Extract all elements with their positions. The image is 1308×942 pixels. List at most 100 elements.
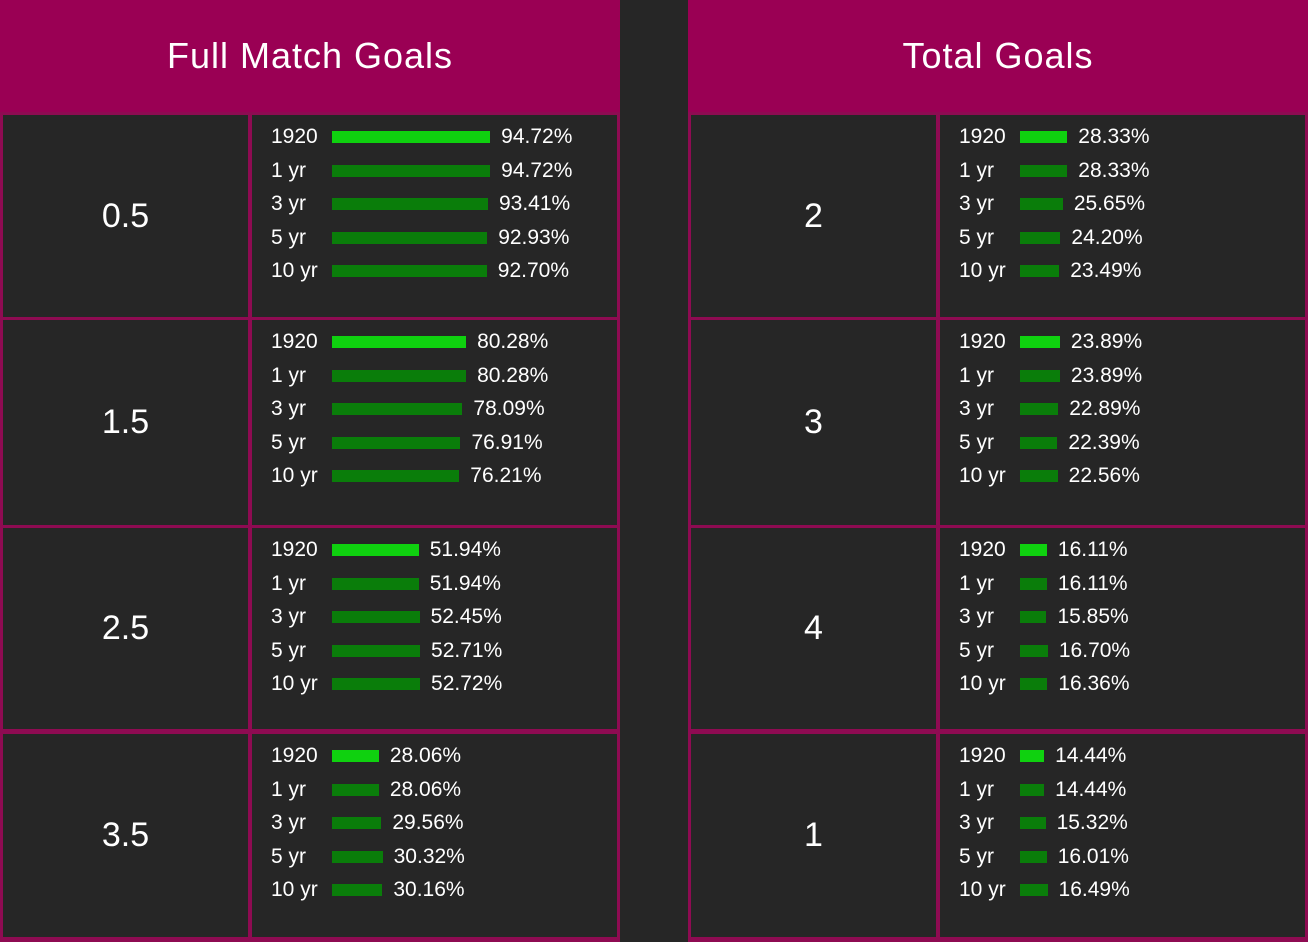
period-label: 5 yr — [959, 639, 995, 662]
percentage-bar — [1020, 265, 1060, 277]
stat-line: 1 yr 94.72% — [271, 159, 611, 183]
stat-line: 1920 80.28% — [271, 330, 611, 354]
percentage-bar — [1020, 544, 1047, 556]
percentage-value: 23.89% — [1070, 364, 1143, 387]
stat-line: 3 yr 29.56% — [271, 811, 611, 835]
period-label: 10 yr — [959, 878, 1006, 901]
period-label: 5 yr — [271, 639, 307, 662]
percentage-bar — [332, 470, 460, 482]
period-label: 1 yr — [959, 572, 995, 595]
period-label: 3 yr — [271, 192, 307, 215]
percentage-value: 14.44% — [1055, 778, 1127, 801]
percentage-value: 23.49% — [1070, 259, 1142, 282]
stat-line: 10 yr 23.49% — [959, 259, 1299, 283]
goal-line-label: 3.5 — [3, 734, 248, 937]
goal-row: 3.5 1920 28.06% 1 yr 28.06% 3 yr 29.56% 5 yr 30.… — [3, 734, 617, 937]
percentage-bar — [332, 232, 488, 244]
stats-cell: 1920 16.11% 1 yr 16.11% 3 yr 15.85% 5 yr 16.70%… — [940, 528, 1305, 729]
percentage-bar — [332, 165, 491, 177]
stat-line: 1 yr 14.44% — [959, 778, 1299, 802]
percentage-value: 30.32% — [393, 845, 465, 868]
period-label: 10 yr — [271, 259, 318, 282]
percentage-bar — [1020, 437, 1058, 449]
percentage-value: 16.01% — [1057, 845, 1129, 868]
stat-line: 3 yr 15.85% — [959, 605, 1299, 629]
percentage-value: 16.36% — [1058, 672, 1130, 695]
percentage-bar — [332, 645, 421, 657]
stat-line: 3 yr 15.32% — [959, 811, 1299, 835]
percentage-bar — [1020, 232, 1061, 244]
percentage-value: 52.72% — [431, 672, 503, 695]
percentage-value: 24.20% — [1071, 226, 1143, 249]
goal-row: 0.5 1920 94.72% 1 yr 94.72% 3 yr 93.41% 5 yr 92.… — [3, 115, 617, 317]
stat-line: 5 yr 24.20% — [959, 226, 1299, 250]
stats-cell: 1920 51.94% 1 yr 51.94% 3 yr 52.45% 5 yr 52.71%… — [252, 528, 617, 729]
stat-line: 1920 28.06% — [271, 744, 611, 768]
percentage-bar — [332, 403, 463, 415]
percentage-value: 52.71% — [431, 639, 503, 662]
goal-row: 2.5 1920 51.94% 1 yr 51.94% 3 yr 52.45% 5 yr 52.… — [3, 528, 617, 729]
percentage-value: 94.72% — [501, 159, 573, 182]
full-match-goals-panel: Full Match Goals 0.5 1920 94.72% 1 yr 94.72%… — [0, 0, 620, 942]
stat-line: 10 yr 76.21% — [271, 464, 611, 488]
percentage-value: 80.28% — [477, 364, 549, 387]
stat-line: 1920 28.33% — [959, 125, 1299, 149]
percentage-bar — [332, 851, 383, 863]
percentage-bar — [1020, 784, 1045, 796]
panel-title: Total Goals — [688, 0, 1308, 112]
goal-line-label: 4 — [691, 528, 936, 729]
stat-line: 10 yr 52.72% — [271, 672, 611, 696]
percentage-value: 25.65% — [1073, 192, 1146, 215]
percentage-value: 51.94% — [429, 538, 501, 561]
period-label: 1920 — [271, 744, 318, 767]
percentage-value: 94.72% — [501, 125, 573, 148]
total-goals-panel: Total Goals 2 1920 28.33% 1 yr 28.33% 3 yr 25.… — [688, 0, 1308, 942]
percentage-bar — [1020, 817, 1046, 829]
stat-line: 1920 14.44% — [959, 744, 1299, 768]
percentage-bar — [332, 370, 467, 382]
stat-line: 1 yr 28.33% — [959, 159, 1299, 183]
stat-line: 3 yr 78.09% — [271, 397, 611, 421]
period-label: 5 yr — [271, 845, 307, 868]
percentage-bar — [1020, 165, 1068, 177]
period-label: 5 yr — [959, 845, 995, 868]
percentage-value: 28.06% — [389, 778, 462, 801]
percentage-bar — [1020, 851, 1047, 863]
stat-line: 5 yr 16.01% — [959, 845, 1299, 869]
stat-line: 5 yr 16.70% — [959, 639, 1299, 663]
percentage-value: 93.41% — [498, 192, 571, 215]
percentage-bar — [1020, 198, 1063, 210]
period-label: 1 yr — [959, 364, 995, 387]
percentage-value: 28.06% — [389, 744, 462, 767]
percentage-bar — [332, 611, 420, 623]
stat-line: 5 yr 92.93% — [271, 226, 611, 250]
stat-line: 10 yr 92.70% — [271, 259, 611, 283]
percentage-value: 30.16% — [393, 878, 465, 901]
stat-line: 10 yr 16.36% — [959, 672, 1299, 696]
stats-cell: 1920 23.89% 1 yr 23.89% 3 yr 22.89% 5 yr 22.39%… — [940, 320, 1305, 525]
percentage-value: 15.85% — [1057, 605, 1129, 628]
percentage-bar — [332, 198, 488, 210]
percentage-value: 51.94% — [429, 572, 501, 595]
percentage-value: 15.32% — [1056, 811, 1128, 834]
percentage-bar — [1020, 678, 1048, 690]
period-label: 3 yr — [959, 605, 995, 628]
percentage-bar — [332, 817, 382, 829]
stats-cell: 1920 28.06% 1 yr 28.06% 3 yr 29.56% 5 yr 30.32%… — [252, 734, 617, 937]
period-label: 3 yr — [271, 605, 307, 628]
percentage-value: 78.09% — [473, 397, 545, 420]
stat-line: 5 yr 76.91% — [271, 431, 611, 455]
stat-line: 1920 51.94% — [271, 538, 611, 562]
period-label: 1920 — [959, 744, 1006, 767]
period-label: 1 yr — [271, 159, 307, 182]
percentage-bar — [1020, 336, 1060, 348]
percentage-bar — [1020, 611, 1047, 623]
period-label: 1920 — [271, 538, 318, 561]
percentage-value: 92.70% — [497, 259, 570, 282]
percentage-value: 16.11% — [1057, 538, 1128, 561]
period-label: 5 yr — [959, 431, 995, 454]
percentage-bar — [1020, 750, 1045, 762]
stat-line: 10 yr 16.49% — [959, 878, 1299, 902]
percentage-bar — [332, 544, 419, 556]
percentage-bar — [1020, 131, 1068, 143]
